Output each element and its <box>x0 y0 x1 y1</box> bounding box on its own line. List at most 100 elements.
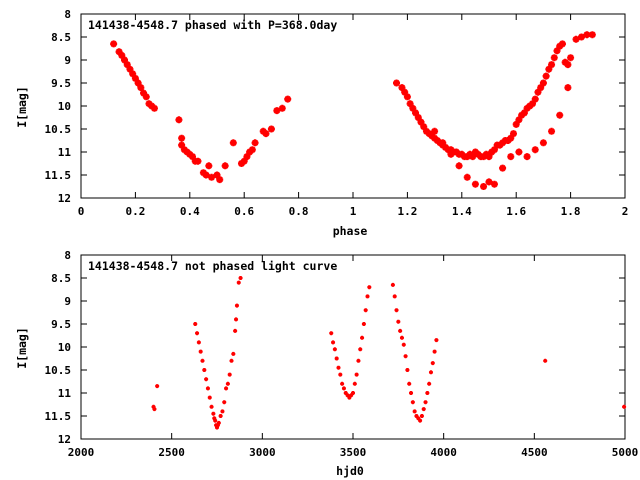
data-point <box>471 180 479 188</box>
data-point <box>198 349 203 354</box>
y-tick-label: 9 <box>64 295 71 308</box>
data-point <box>409 391 414 395</box>
data-point <box>354 372 359 377</box>
data-point <box>398 328 403 333</box>
data-point <box>142 93 150 101</box>
y-axis-label: I[mag] <box>15 327 29 369</box>
data-point <box>485 153 493 161</box>
data-point <box>452 148 460 156</box>
data-point <box>564 61 572 69</box>
data-point <box>512 120 520 128</box>
data-point <box>534 88 542 96</box>
data-point <box>417 118 425 126</box>
data-point <box>431 134 439 142</box>
x-tick-label: 0.2 <box>125 205 145 218</box>
data-point <box>537 84 545 92</box>
data-point <box>199 169 207 177</box>
data-point <box>504 137 512 144</box>
y-axis-label: I[mag] <box>15 86 29 128</box>
data-point <box>543 358 548 363</box>
data-point <box>509 130 517 138</box>
data-point <box>345 393 350 398</box>
data-point <box>406 100 414 108</box>
data-point <box>155 384 160 389</box>
data-point <box>556 111 564 119</box>
x-tick-label: 1.2 <box>397 205 417 218</box>
data-point <box>150 104 158 112</box>
data-point <box>393 79 401 87</box>
x-tick-label: 0.8 <box>289 205 309 218</box>
data-point <box>405 368 410 372</box>
chart-title: 141438-4548.7 phased with P=368.0day <box>88 18 337 32</box>
data-point <box>178 134 186 142</box>
data-point <box>224 386 229 391</box>
data-point <box>412 409 417 414</box>
y-tick-label: 12 <box>58 192 71 205</box>
y-tick-label: 8 <box>64 249 71 262</box>
data-point <box>231 351 236 356</box>
y-tick-label: 9.5 <box>51 318 71 331</box>
data-point <box>361 322 366 326</box>
data-point <box>234 303 239 308</box>
data-point <box>343 391 348 395</box>
data-point <box>550 54 558 62</box>
data-point <box>490 146 498 154</box>
data-point <box>329 331 334 336</box>
data-point <box>145 100 153 108</box>
data-point <box>236 280 241 285</box>
data-point <box>428 132 436 140</box>
data-point <box>237 160 245 167</box>
phased-light-curve-panel: 0 0.2 0.4 0.6 0.8 1 1.2 1.4 1.6 1.8 2 8 8.5 9 9.5 10 10.… <box>15 8 628 238</box>
data-point <box>583 31 591 39</box>
data-point <box>204 377 209 382</box>
data-point <box>347 395 352 400</box>
data-point <box>225 381 230 386</box>
data-point <box>439 139 447 147</box>
data-point <box>416 416 421 421</box>
data-point <box>390 282 395 287</box>
x-tick-label: 0.6 <box>234 205 254 218</box>
data-point <box>186 150 194 158</box>
data-point <box>358 347 363 352</box>
data-point <box>431 127 439 135</box>
data-point <box>507 153 515 161</box>
x-tick-label: 2500 <box>158 446 185 459</box>
data-point <box>349 393 354 398</box>
data-point <box>229 139 237 147</box>
data-point <box>278 104 286 112</box>
data-point <box>195 331 200 336</box>
data-point <box>548 127 556 135</box>
data-point <box>215 425 219 430</box>
chart-title: 141438-4548.7 not phased light curve <box>88 259 337 273</box>
x-tick-label: 4500 <box>521 446 548 459</box>
data-point <box>240 157 248 165</box>
data-point <box>564 84 572 92</box>
data-point <box>284 95 292 103</box>
data-point <box>394 308 399 313</box>
data-point <box>485 178 493 186</box>
x-axis-label: hjd0 <box>336 464 364 478</box>
x-tick-label: 0.4 <box>180 205 200 218</box>
data-point <box>542 72 550 80</box>
data-point <box>523 153 531 161</box>
data-point <box>221 162 229 170</box>
data-point <box>213 171 221 179</box>
data-point <box>175 116 183 124</box>
data-point <box>363 308 368 313</box>
data-point <box>520 109 528 117</box>
data-point <box>123 61 131 69</box>
data-point <box>526 102 534 110</box>
y-tick-label: 11.5 <box>45 410 72 423</box>
data-point <box>480 153 488 161</box>
data-point <box>202 368 207 372</box>
data-point <box>545 65 553 73</box>
data-point <box>471 148 479 156</box>
x-tick-label: 1.4 <box>452 205 472 218</box>
data-point <box>474 150 482 158</box>
data-point <box>499 139 507 147</box>
data-point <box>421 407 426 412</box>
data-point <box>137 84 145 92</box>
data-point <box>407 381 412 386</box>
data-point <box>414 414 419 418</box>
data-point <box>189 153 197 161</box>
